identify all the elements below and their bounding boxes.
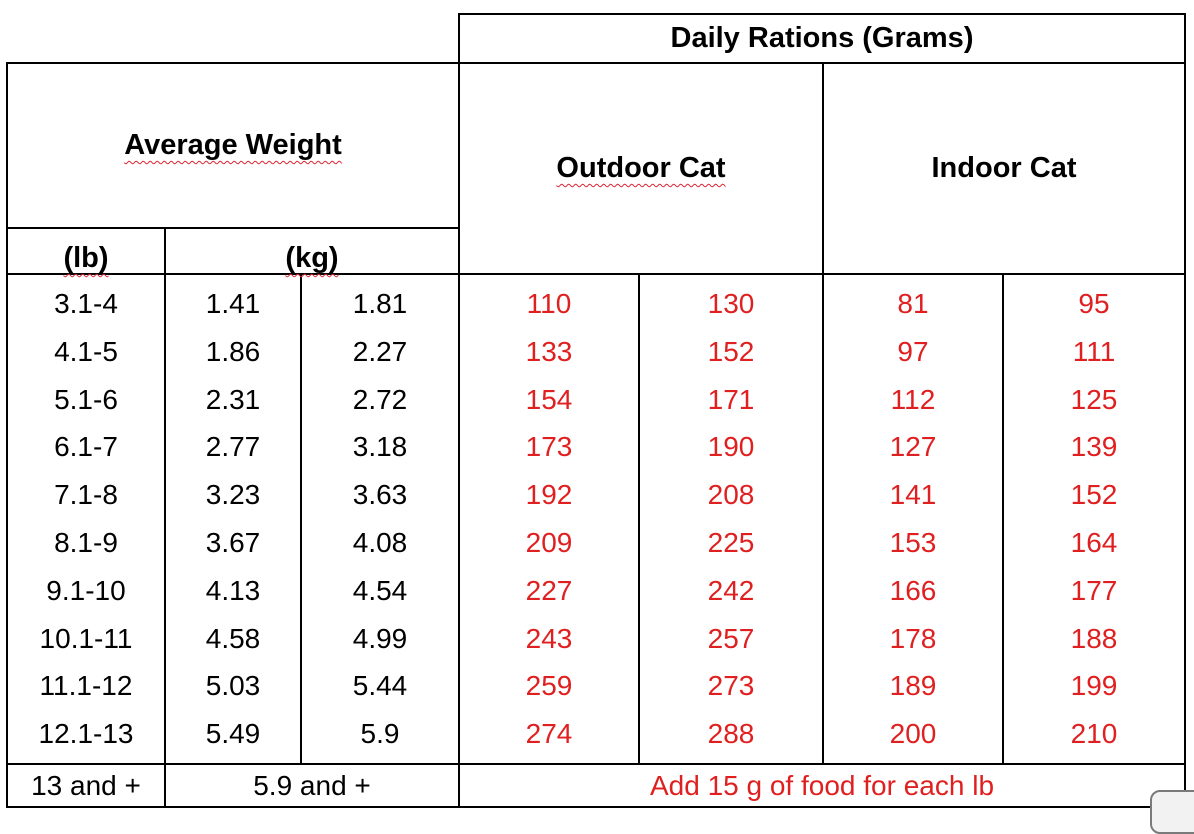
cell-out-max: 152 <box>707 335 755 367</box>
cell-in-min: 112 <box>890 383 936 415</box>
cell-kg-max: 5.9 <box>360 718 400 750</box>
cell-in-max: 177 <box>1070 574 1118 606</box>
cell-lb: 3.1-4 <box>54 288 118 319</box>
grid-line <box>7 763 1186 765</box>
cell-in-min: 178 <box>889 622 937 654</box>
lb-unit-label: (lb) <box>63 242 109 274</box>
grid-line <box>6 62 8 808</box>
cell-out-max: 130 <box>707 288 755 319</box>
cell-in-max: 95 <box>1078 288 1110 319</box>
cell-kg-max: 4.99 <box>352 622 408 654</box>
grid-line <box>459 13 1186 15</box>
cell-kg-min: 1.41 <box>205 288 261 319</box>
cell-out-max: 225 <box>707 527 755 558</box>
cell-kg-min: 2.77 <box>205 431 261 463</box>
cell-out-min: 274 <box>525 718 573 750</box>
grid-line <box>164 227 166 808</box>
cell-lb: 8.1-9 <box>54 527 118 558</box>
cell-in-max: 164 <box>1070 527 1118 558</box>
cell-out-max: 242 <box>707 574 755 606</box>
cell-out-max: 273 <box>707 670 755 702</box>
cell-in-min: 166 <box>889 574 937 606</box>
cell-out-max: 190 <box>707 431 755 463</box>
cell-out-min: 173 <box>525 431 573 463</box>
grid-line <box>1002 273 1004 763</box>
cell-kg-min: 3.23 <box>205 479 261 511</box>
kg-unit-header: (kg) <box>166 229 458 273</box>
cell-in-max: 152 <box>1070 479 1118 511</box>
cell-lb: 5.1-6 <box>54 383 118 415</box>
last-row-kg: 5.9 and + <box>253 769 371 801</box>
cell-kg-max: 4.54 <box>352 574 408 606</box>
cell-out-min: 227 <box>525 574 573 606</box>
cell-kg-min: 5.49 <box>205 718 261 750</box>
cell-kg-max: 4.08 <box>352 527 408 558</box>
grid-line <box>1184 13 1186 808</box>
cell-in-min: 153 <box>889 527 937 558</box>
cell-kg-max: 5.44 <box>352 670 408 702</box>
outdoor-cat-header: Outdoor Cat <box>460 64 822 273</box>
cell-out-max: 171 <box>707 383 755 415</box>
cell-kg-max: 2.27 <box>352 335 408 367</box>
grid-line <box>300 273 302 763</box>
cell-lb: 7.1-8 <box>54 479 118 511</box>
average-weight-header: Average Weight <box>8 64 458 227</box>
cell-in-max: 139 <box>1070 431 1118 463</box>
cell-in-max: 210 <box>1070 718 1118 750</box>
cell-out-min: 259 <box>525 670 573 702</box>
cell-kg-min: 4.13 <box>205 574 261 606</box>
extra-food-note: Add 15 g of food for each lb <box>649 769 995 801</box>
cell-lb: 12.1-13 <box>38 718 134 750</box>
daily-rations-header: Daily Rations (Grams) <box>670 22 974 54</box>
cell-in-min: 141 <box>889 479 937 511</box>
grid-line <box>7 273 1186 275</box>
cell-in-min: 200 <box>889 718 937 750</box>
cell-out-min: 243 <box>525 622 573 654</box>
cell-out-min: 133 <box>525 335 573 367</box>
cell-kg-max: 3.18 <box>352 431 408 463</box>
cell-in-max: 199 <box>1070 670 1118 702</box>
cell-lb: 9.1-10 <box>46 574 126 606</box>
corner-widget[interactable] <box>1150 790 1194 834</box>
grid-line <box>822 62 824 763</box>
cell-in-max: 188 <box>1070 622 1118 654</box>
grid-line <box>7 227 460 229</box>
cell-kg-max: 1.81 <box>352 288 408 319</box>
grid-line <box>7 62 1186 64</box>
cell-out-max: 288 <box>707 718 755 750</box>
cell-in-min: 81 <box>897 288 929 319</box>
grid-line <box>7 806 1186 808</box>
cell-lb: 10.1-11 <box>39 622 133 654</box>
cell-in-min: 97 <box>897 335 929 367</box>
cell-lb: 4.1-5 <box>54 335 118 367</box>
cell-kg-max: 2.72 <box>352 383 408 415</box>
cell-out-min: 209 <box>525 527 573 558</box>
cell-kg-min: 1.86 <box>205 335 261 367</box>
indoor-cat-header: Indoor Cat <box>931 152 1077 184</box>
cell-out-max: 257 <box>707 622 755 654</box>
grid-line <box>458 13 460 808</box>
average-weight-label: Average Weight <box>124 129 342 161</box>
cell-out-min: 192 <box>525 479 573 511</box>
cell-out-min: 154 <box>525 383 573 415</box>
cell-kg-min: 5.03 <box>205 670 261 702</box>
cell-kg-max: 3.63 <box>352 479 408 511</box>
cell-in-min: 127 <box>889 431 937 463</box>
cell-in-max: 125 <box>1070 383 1118 415</box>
outdoor-cat-label: Outdoor Cat <box>556 152 726 184</box>
cell-in-max: 111 <box>1072 335 1116 367</box>
cell-out-min: 110 <box>526 288 572 319</box>
cell-kg-min: 2.31 <box>205 383 261 415</box>
last-row-lb: 13 and + <box>31 769 141 801</box>
grid-line <box>638 273 640 763</box>
lb-unit-header: (lb) <box>8 229 164 273</box>
cell-kg-min: 4.58 <box>205 622 261 654</box>
cell-out-max: 208 <box>707 479 755 511</box>
kg-unit-label: (kg) <box>285 242 339 274</box>
cell-kg-min: 3.67 <box>205 527 261 558</box>
cell-lb: 11.1-12 <box>39 670 133 702</box>
cell-lb: 6.1-7 <box>54 431 118 463</box>
cell-in-min: 189 <box>889 670 937 702</box>
